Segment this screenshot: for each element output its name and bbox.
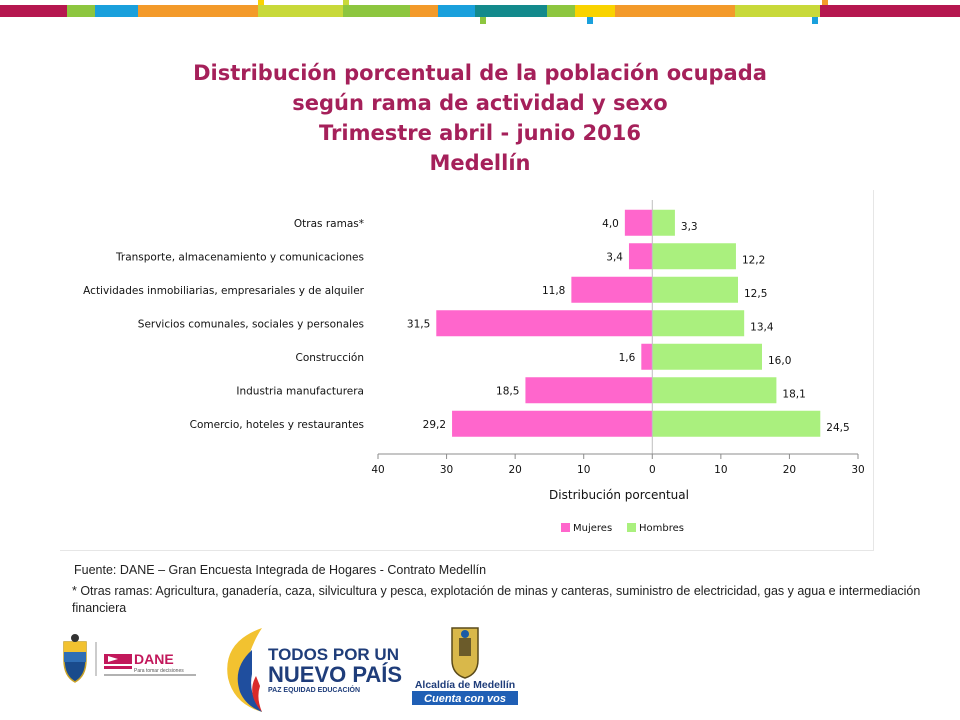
- top-color-strip: [0, 0, 960, 24]
- legend-swatch-mujeres: [561, 523, 570, 532]
- gov-slogan-logo: TODOS POR UN NUEVO PAÍS PAZ EQUIDAD EDUC…: [227, 628, 402, 712]
- gov-slogan-line-2: NUEVO PAÍS: [268, 662, 402, 687]
- x-tick-label: 30: [851, 464, 864, 476]
- data-label-mujeres: 31,5: [407, 318, 430, 330]
- data-label-hombres: 24,5: [826, 422, 849, 434]
- data-label-mujeres: 29,2: [423, 419, 446, 431]
- bar-hombres: [652, 276, 738, 303]
- dane-logo: DANE Para tomar decisiones: [104, 651, 196, 676]
- x-tick-label: 20: [508, 464, 521, 476]
- data-label-hombres: 16,0: [768, 355, 791, 367]
- gov-slogan-line-3: PAZ EQUIDAD EDUCACIÓN: [268, 685, 360, 694]
- dane-wordmark: DANE: [134, 651, 174, 667]
- chart-title: Distribución porcentual de la población …: [0, 58, 960, 178]
- data-label-hombres: 12,2: [742, 254, 765, 266]
- data-label-hombres: 18,1: [782, 388, 805, 400]
- title-line-3: Trimestre abril - junio 2016: [319, 121, 641, 145]
- source-note: Fuente: DANE – Gran Encuesta Integrada d…: [74, 563, 487, 577]
- bar-hombres: [652, 343, 762, 370]
- data-label-mujeres: 1,6: [619, 352, 636, 364]
- x-tick-label: 0: [649, 464, 656, 476]
- x-tick-label: 20: [783, 464, 796, 476]
- legend-swatch-hombres: [627, 523, 636, 532]
- category-label: Transporte, almacenamiento y comunicacio…: [115, 251, 364, 263]
- bar-mujeres: [571, 276, 653, 303]
- x-tick-label: 30: [440, 464, 453, 476]
- category-label: Actividades inmobiliarias, empresariales…: [83, 285, 364, 297]
- data-label-mujeres: 4,0: [602, 218, 619, 230]
- alcaldia-name: Alcaldía de Medellín: [415, 679, 515, 691]
- bar-mujeres: [628, 243, 653, 270]
- data-label-mujeres: 18,5: [496, 385, 519, 397]
- dane-tagline: Para tomar decisiones: [134, 668, 184, 674]
- alcaldia-logo: Alcaldía de Medellín Cuenta con vos: [412, 627, 518, 705]
- bar-hombres: [652, 243, 736, 270]
- bar-mujeres: [525, 377, 653, 404]
- category-label: Industria manufacturera: [236, 385, 364, 397]
- x-tick-label: 40: [371, 464, 384, 476]
- data-label-hombres: 3,3: [681, 221, 698, 233]
- bar-mujeres: [624, 209, 653, 236]
- bar-hombres: [652, 310, 745, 337]
- category-label: Servicios comunales, sociales y personal…: [138, 318, 364, 330]
- alcaldia-slogan: Cuenta con vos: [424, 693, 506, 705]
- bar-hombres: [652, 209, 675, 236]
- category-label: Construcción: [295, 352, 364, 364]
- gov-slogan-line-1: TODOS POR UN: [268, 645, 399, 664]
- title-line-4: Medellín: [429, 151, 531, 175]
- bar-mujeres: [452, 410, 653, 437]
- legend-label-hombres: Hombres: [639, 523, 684, 534]
- x-axis-label: Distribución porcentual: [549, 488, 689, 502]
- x-tick-label: 10: [714, 464, 727, 476]
- bar-hombres: [652, 377, 777, 404]
- coat-of-arms-icon: [63, 634, 87, 683]
- footer-logos: DANE Para tomar decisiones TODOS POR UN …: [63, 627, 518, 712]
- bar-chart: Otras ramas* 4,0 3,3 Transporte, almacenami…: [83, 200, 865, 534]
- title-line-2: según rama de actividad y sexo: [292, 91, 668, 115]
- chart-area: Otras ramas* 4,0 3,3 Transporte, almacenami…: [60, 190, 874, 551]
- category-label: Otras ramas*: [294, 218, 364, 230]
- x-tick-label: 10: [577, 464, 590, 476]
- data-label-hombres: 13,4: [750, 321, 774, 333]
- data-label-hombres: 12,5: [744, 288, 767, 300]
- title-line-1: Distribución porcentual de la población …: [193, 61, 767, 85]
- category-label: Comercio, hoteles y restaurantes: [190, 419, 364, 431]
- data-label-mujeres: 3,4: [606, 251, 623, 263]
- legend-label-mujeres: Mujeres: [573, 523, 612, 534]
- footnote: * Otras ramas: Agricultura, ganadería, c…: [72, 584, 921, 615]
- data-label-mujeres: 11,8: [542, 285, 565, 297]
- bar-mujeres: [641, 343, 653, 370]
- bar-mujeres: [436, 310, 653, 337]
- bar-hombres: [652, 410, 821, 437]
